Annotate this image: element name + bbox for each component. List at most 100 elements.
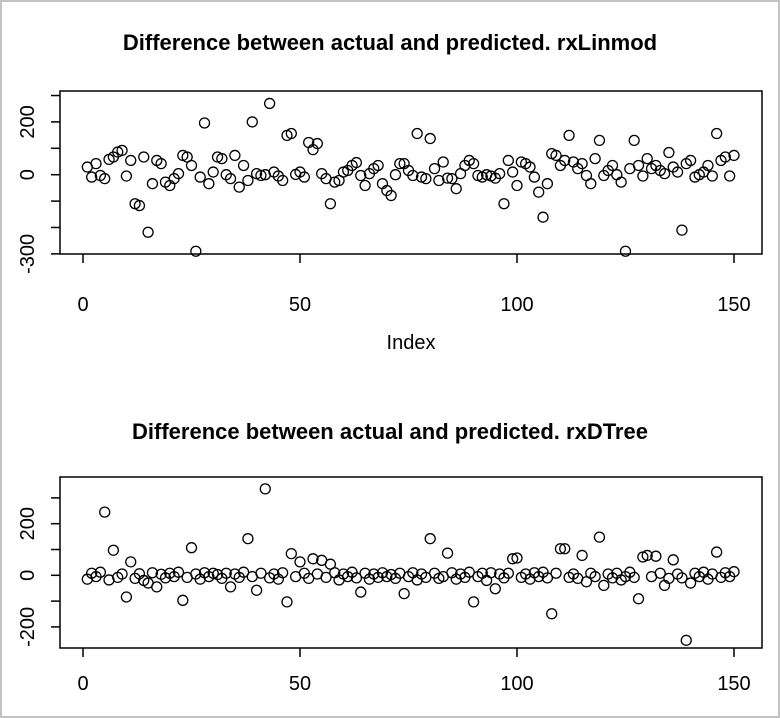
data-point: [146, 567, 159, 579]
data-point: [611, 169, 623, 181]
data-point: [90, 157, 102, 170]
data-point: [593, 134, 606, 147]
data-point: [224, 173, 237, 185]
data-point: [172, 566, 185, 578]
data-point: [528, 171, 541, 183]
x-tick-label: 100: [500, 294, 533, 316]
data-point: [324, 198, 337, 210]
data-point: [350, 572, 363, 584]
y-tick-label: 0: [17, 570, 39, 581]
data-point: [229, 149, 241, 162]
data-point: [615, 176, 627, 188]
data-point: [303, 572, 315, 585]
data-point: [511, 179, 523, 192]
data-point: [420, 173, 432, 185]
y-tick-label: -300: [17, 234, 39, 274]
y-tick-label: 0: [17, 169, 39, 180]
data-point: [276, 567, 289, 579]
data-point: [680, 634, 692, 646]
data-point: [311, 137, 324, 150]
data-point: [185, 542, 198, 554]
data-point: [411, 127, 423, 140]
chart-title-rxdtree: Difference between actual and predicted.…: [132, 419, 648, 444]
data-point: [151, 581, 163, 593]
data-point: [350, 156, 363, 169]
data-point: [559, 154, 571, 167]
data-point: [533, 186, 545, 198]
data-point: [398, 587, 410, 600]
data-point: [177, 594, 189, 606]
data-point: [541, 178, 554, 190]
data-point: [155, 157, 167, 170]
data-point: [294, 556, 306, 568]
data-point: [276, 174, 289, 187]
data-point: [389, 169, 402, 181]
y-tick-label: 200: [17, 507, 39, 540]
data-point: [684, 577, 697, 589]
data-point: [728, 566, 740, 578]
data-point: [424, 132, 436, 145]
x-tick-label: 0: [77, 673, 88, 695]
x-tick-label: 0: [77, 294, 88, 316]
plot-box: [59, 90, 763, 255]
data-point: [480, 574, 493, 587]
data-point: [663, 572, 675, 585]
x-tick-label: 150: [717, 673, 750, 695]
data-point: [437, 156, 449, 168]
data-point: [554, 543, 567, 555]
data-point: [606, 159, 619, 172]
data-point: [372, 159, 384, 172]
data-point: [706, 170, 718, 182]
data-point: [94, 566, 107, 578]
data-point: [320, 571, 332, 584]
data-point: [424, 533, 436, 545]
data-point: [507, 166, 519, 178]
data-point: [99, 506, 111, 518]
data-point: [702, 159, 714, 172]
data-point: [263, 97, 276, 110]
data-point: [650, 550, 662, 562]
data-point: [138, 151, 150, 163]
data-point: [194, 171, 206, 183]
data-point: [355, 586, 367, 598]
data-point: [172, 167, 185, 180]
data-point: [116, 144, 128, 157]
data-point: [233, 181, 245, 193]
data-point: [589, 152, 601, 165]
data-point: [307, 553, 319, 565]
data-point: [502, 154, 514, 167]
data-point: [676, 572, 688, 584]
data-point: [207, 166, 219, 178]
data-point: [86, 171, 98, 183]
data-point: [671, 166, 684, 178]
data-point: [546, 608, 558, 620]
data-point: [628, 134, 640, 147]
data-point: [507, 553, 519, 565]
data-point: [563, 129, 575, 142]
plot-box: [59, 476, 763, 649]
data-point: [237, 566, 250, 578]
data-point: [407, 169, 419, 182]
data-point: [589, 570, 601, 583]
chart-title-rxlinmod: Difference between actual and predicted.…: [122, 30, 658, 55]
data-point: [355, 169, 367, 182]
data-point: [116, 568, 128, 580]
data-point: [450, 183, 462, 195]
data-point: [120, 170, 133, 182]
x-tick-label: 50: [289, 673, 311, 695]
data-point: [198, 117, 211, 129]
data-point: [598, 579, 610, 592]
data-point: [298, 171, 310, 183]
data-point: [493, 167, 506, 180]
data-point: [676, 224, 688, 236]
data-point: [710, 127, 723, 140]
data-point: [632, 593, 645, 605]
data-point: [524, 161, 536, 173]
data-point: [628, 571, 640, 584]
data-point: [485, 567, 497, 579]
data-point: [641, 549, 653, 562]
data-point: [467, 157, 480, 170]
data-point: [537, 211, 549, 223]
data-point: [259, 483, 271, 495]
